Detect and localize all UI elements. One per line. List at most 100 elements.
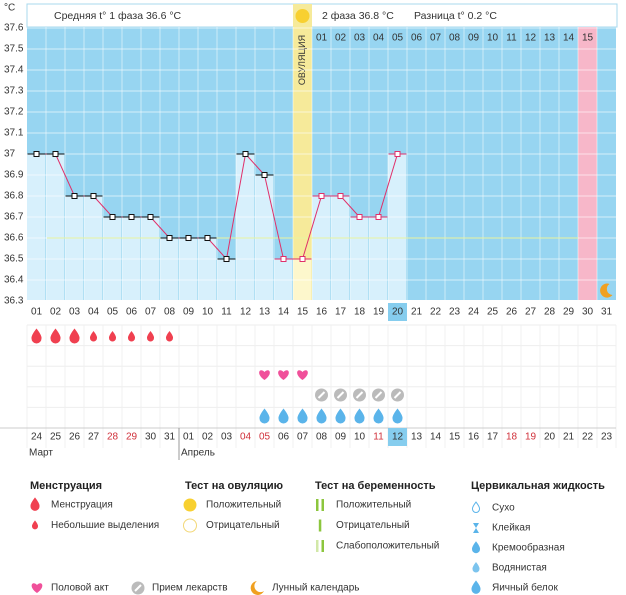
date-label: 23 <box>601 432 613 443</box>
x-tick-label: 23 <box>449 307 461 318</box>
fluid-icon <box>354 408 365 424</box>
date-label: 20 <box>544 432 556 443</box>
temperature-point <box>52 151 59 157</box>
x-tick-label: 18 <box>354 307 366 318</box>
legend-item: Небольшие выделения <box>51 519 159 531</box>
date-label: 12 <box>392 432 404 443</box>
date-label: 04 <box>240 432 252 443</box>
date-label: 01 <box>183 432 195 443</box>
fluid-icon <box>373 408 384 424</box>
expected-period-column <box>578 27 597 300</box>
date-label: 13 <box>411 432 423 443</box>
phase2-day-label: 10 <box>487 33 499 44</box>
legend-item: Отрицательный <box>336 520 410 531</box>
phase2-day-label: 03 <box>354 33 366 44</box>
date-label: 30 <box>145 432 157 443</box>
date-label: 25 <box>50 432 62 443</box>
month-label: Апрель <box>181 448 215 459</box>
x-tick-label: 02 <box>50 307 62 318</box>
date-label: 26 <box>69 432 81 443</box>
intercourse-icon <box>259 370 270 380</box>
x-tick-label: 04 <box>88 307 100 318</box>
x-tick-label: 10 <box>202 307 214 318</box>
medication-icon-slash <box>336 391 345 399</box>
medication-icon-slash <box>393 391 402 399</box>
date-label: 27 <box>88 432 100 443</box>
y-axis-label: °C <box>4 3 15 14</box>
legend-icon <box>471 501 481 514</box>
legend-item: Лунный календарь <box>272 583 360 594</box>
x-tick-label: 20 <box>392 307 404 318</box>
x-tick-label: 16 <box>316 307 328 318</box>
temperature-point <box>109 214 116 220</box>
x-tick-label: 19 <box>373 307 385 318</box>
temperature-point <box>33 151 40 157</box>
y-tick-label: 37.2 <box>4 107 24 118</box>
x-tick-label: 17 <box>335 307 347 318</box>
date-label: 02 <box>202 432 214 443</box>
phase2-day-label: 12 <box>525 33 537 44</box>
phase2-day-label: 06 <box>411 33 423 44</box>
temperature-bar <box>179 238 197 300</box>
temperature-point <box>356 214 363 220</box>
light-flow-icon <box>165 331 174 342</box>
heavy-flow-icon <box>50 328 61 344</box>
legend-item: Клейкая <box>492 523 530 534</box>
date-label: 22 <box>582 432 594 443</box>
date-label: 07 <box>297 432 309 443</box>
x-tick-label: 09 <box>183 307 195 318</box>
x-tick-label: 24 <box>468 307 480 318</box>
legend-title: Тест на беременность <box>315 480 436 492</box>
legend-icon <box>316 499 319 511</box>
temperature-bar <box>236 154 254 300</box>
y-tick-label: 37.5 <box>4 44 24 55</box>
x-tick-label: 12 <box>240 307 252 318</box>
y-tick-label: 37.6 <box>4 23 24 34</box>
x-tick-label: 13 <box>259 307 271 318</box>
date-label: 19 <box>525 432 537 443</box>
temperature-point <box>90 193 97 199</box>
date-label: 11 <box>373 432 384 443</box>
intercourse-icon <box>297 370 308 380</box>
y-tick-label: 37.4 <box>4 65 24 76</box>
legend-item: Половой акт <box>51 583 109 594</box>
x-tick-label: 30 <box>582 307 594 318</box>
legend-item: Водянистая <box>492 563 547 574</box>
x-tick-label: 05 <box>107 307 119 318</box>
date-label: 15 <box>449 432 461 443</box>
y-tick-label: 36.6 <box>4 233 24 244</box>
legend-icon <box>321 499 324 511</box>
legend-item: Яичный белок <box>492 582 558 594</box>
x-tick-label: 11 <box>221 307 232 318</box>
y-tick-label: 36.7 <box>4 212 24 223</box>
x-tick-label: 03 <box>69 307 81 318</box>
temperature-bar <box>388 154 406 300</box>
phase2-day-label: 01 <box>316 33 328 44</box>
temperature-bar <box>65 196 83 300</box>
temperature-point <box>242 151 249 157</box>
date-label: 09 <box>335 432 347 443</box>
x-tick-label: 14 <box>278 307 290 318</box>
temperature-bar <box>84 196 102 300</box>
fluid-icon <box>392 408 403 424</box>
temperature-point <box>337 193 344 199</box>
y-tick-label: 36.9 <box>4 170 24 181</box>
x-tick-label: 25 <box>487 307 499 318</box>
difference: Разница t° 0.2 °C <box>414 10 497 22</box>
legend-item: Сухо <box>492 503 515 514</box>
legend-item: Прием лекарств <box>152 583 228 594</box>
medication-icon-slash <box>374 391 383 399</box>
medication-icon-slash <box>317 391 326 399</box>
x-tick-label: 22 <box>430 307 442 318</box>
y-tick-label: 36.4 <box>4 275 24 286</box>
phase2-day-label: 11 <box>506 33 517 44</box>
legend-icon <box>183 498 197 512</box>
date-label: 17 <box>487 432 499 443</box>
legend-item: Отрицательный <box>206 520 280 531</box>
light-flow-icon <box>108 331 117 342</box>
temperature-point <box>71 193 78 199</box>
legend-icon <box>321 540 324 552</box>
month-label: Март <box>29 448 53 459</box>
x-tick-label: 21 <box>411 307 423 318</box>
date-label: 05 <box>259 432 271 443</box>
